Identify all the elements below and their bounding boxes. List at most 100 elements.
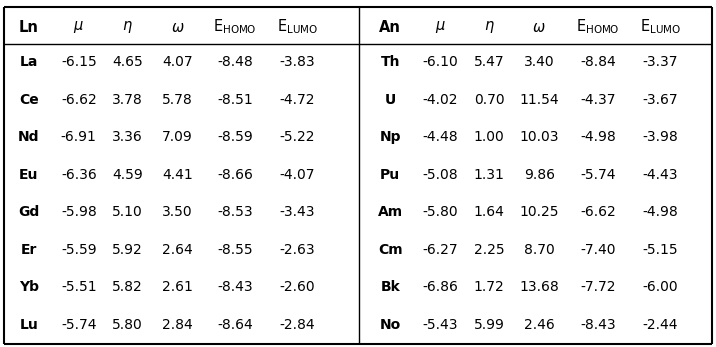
Text: -2.63: -2.63 <box>279 243 315 257</box>
Text: $\mathrm{E_{LUMO}}$: $\mathrm{E_{LUMO}}$ <box>276 18 318 36</box>
Text: Ce: Ce <box>19 93 39 107</box>
Text: La: La <box>19 55 38 69</box>
Text: 9.86: 9.86 <box>523 168 555 182</box>
Text: $\omega$: $\omega$ <box>533 19 546 35</box>
Text: 5.92: 5.92 <box>112 243 142 257</box>
Text: 1.31: 1.31 <box>473 168 505 182</box>
Text: -8.53: -8.53 <box>217 205 253 219</box>
Text: An: An <box>379 19 401 35</box>
Text: -8.64: -8.64 <box>217 318 253 332</box>
Text: 10.25: 10.25 <box>519 205 559 219</box>
Text: -4.37: -4.37 <box>580 93 616 107</box>
Text: Pu: Pu <box>380 168 400 182</box>
Text: -3.67: -3.67 <box>642 93 678 107</box>
Text: -5.59: -5.59 <box>61 243 97 257</box>
Text: Np: Np <box>379 130 401 144</box>
Text: $\omega$: $\omega$ <box>171 19 184 35</box>
Text: No: No <box>379 318 401 332</box>
Text: -4.72: -4.72 <box>279 93 315 107</box>
Text: Yb: Yb <box>19 280 39 294</box>
Text: -8.51: -8.51 <box>217 93 253 107</box>
Text: Gd: Gd <box>18 205 39 219</box>
Text: 1.00: 1.00 <box>474 130 504 144</box>
Text: $\eta$: $\eta$ <box>483 19 495 35</box>
Text: 5.78: 5.78 <box>163 93 193 107</box>
Text: 2.64: 2.64 <box>163 243 193 257</box>
Text: 4.59: 4.59 <box>112 168 142 182</box>
Text: 0.70: 0.70 <box>474 93 504 107</box>
Text: -5.80: -5.80 <box>422 205 458 219</box>
Text: 10.03: 10.03 <box>519 130 559 144</box>
Text: -4.98: -4.98 <box>580 130 616 144</box>
Text: 3.40: 3.40 <box>524 55 554 69</box>
Text: -4.43: -4.43 <box>642 168 678 182</box>
Text: $\mathrm{E_{HOMO}}$: $\mathrm{E_{HOMO}}$ <box>576 18 619 36</box>
Text: 3.78: 3.78 <box>112 93 142 107</box>
Text: -7.40: -7.40 <box>580 243 616 257</box>
Text: $\mathrm{E_{HOMO}}$: $\mathrm{E_{HOMO}}$ <box>213 18 256 36</box>
Text: -6.62: -6.62 <box>61 93 97 107</box>
Text: Ln: Ln <box>19 19 39 35</box>
Text: -8.55: -8.55 <box>217 243 253 257</box>
Text: -5.22: -5.22 <box>279 130 315 144</box>
Text: -4.07: -4.07 <box>279 168 315 182</box>
Text: -5.15: -5.15 <box>642 243 678 257</box>
Text: 7.09: 7.09 <box>163 130 193 144</box>
Text: -7.72: -7.72 <box>580 280 616 294</box>
Text: Am: Am <box>377 205 403 219</box>
Text: -5.98: -5.98 <box>61 205 97 219</box>
Text: -8.59: -8.59 <box>217 130 253 144</box>
Text: 2.25: 2.25 <box>474 243 504 257</box>
Text: -2.44: -2.44 <box>642 318 678 332</box>
Text: -3.37: -3.37 <box>642 55 678 69</box>
Text: -6.10: -6.10 <box>422 55 458 69</box>
Text: -5.08: -5.08 <box>422 168 458 182</box>
Text: -6.00: -6.00 <box>642 280 678 294</box>
Text: 4.65: 4.65 <box>112 55 142 69</box>
Text: -8.43: -8.43 <box>217 280 253 294</box>
Text: -6.27: -6.27 <box>422 243 458 257</box>
Text: $\eta$: $\eta$ <box>122 19 133 35</box>
Text: -4.02: -4.02 <box>422 93 458 107</box>
Text: 2.46: 2.46 <box>524 318 554 332</box>
Text: -4.48: -4.48 <box>422 130 458 144</box>
Text: Bk: Bk <box>380 280 400 294</box>
Text: -3.83: -3.83 <box>279 55 315 69</box>
Text: -8.84: -8.84 <box>580 55 616 69</box>
Text: U: U <box>384 93 396 107</box>
Text: 2.61: 2.61 <box>162 280 193 294</box>
Text: -8.48: -8.48 <box>217 55 253 69</box>
Text: $\mu$: $\mu$ <box>435 19 446 35</box>
Text: 3.50: 3.50 <box>163 205 193 219</box>
Text: 5.99: 5.99 <box>473 318 505 332</box>
Text: -6.62: -6.62 <box>580 205 616 219</box>
Text: 1.72: 1.72 <box>474 280 504 294</box>
Text: -5.51: -5.51 <box>61 280 97 294</box>
Text: -5.43: -5.43 <box>422 318 458 332</box>
Text: $\mathrm{E_{LUMO}}$: $\mathrm{E_{LUMO}}$ <box>639 18 681 36</box>
Text: -2.60: -2.60 <box>279 280 315 294</box>
Text: Eu: Eu <box>19 168 39 182</box>
Text: 8.70: 8.70 <box>524 243 554 257</box>
Text: 5.47: 5.47 <box>474 55 504 69</box>
Text: -3.43: -3.43 <box>279 205 315 219</box>
Text: 5.80: 5.80 <box>112 318 142 332</box>
Text: -6.86: -6.86 <box>422 280 458 294</box>
Text: 4.07: 4.07 <box>163 55 193 69</box>
Text: -3.98: -3.98 <box>642 130 678 144</box>
Text: $\mu$: $\mu$ <box>73 19 84 35</box>
Text: Th: Th <box>380 55 400 69</box>
Text: Er: Er <box>21 243 37 257</box>
Text: -4.98: -4.98 <box>642 205 678 219</box>
Text: 13.68: 13.68 <box>519 280 559 294</box>
Text: -6.91: -6.91 <box>61 130 97 144</box>
Text: 2.84: 2.84 <box>163 318 193 332</box>
Text: 4.41: 4.41 <box>163 168 193 182</box>
Text: 1.64: 1.64 <box>473 205 505 219</box>
Text: Nd: Nd <box>18 130 39 144</box>
Text: Cm: Cm <box>378 243 402 257</box>
Text: Lu: Lu <box>19 318 38 332</box>
Text: 11.54: 11.54 <box>519 93 559 107</box>
Text: -2.84: -2.84 <box>279 318 315 332</box>
Text: 5.10: 5.10 <box>112 205 142 219</box>
